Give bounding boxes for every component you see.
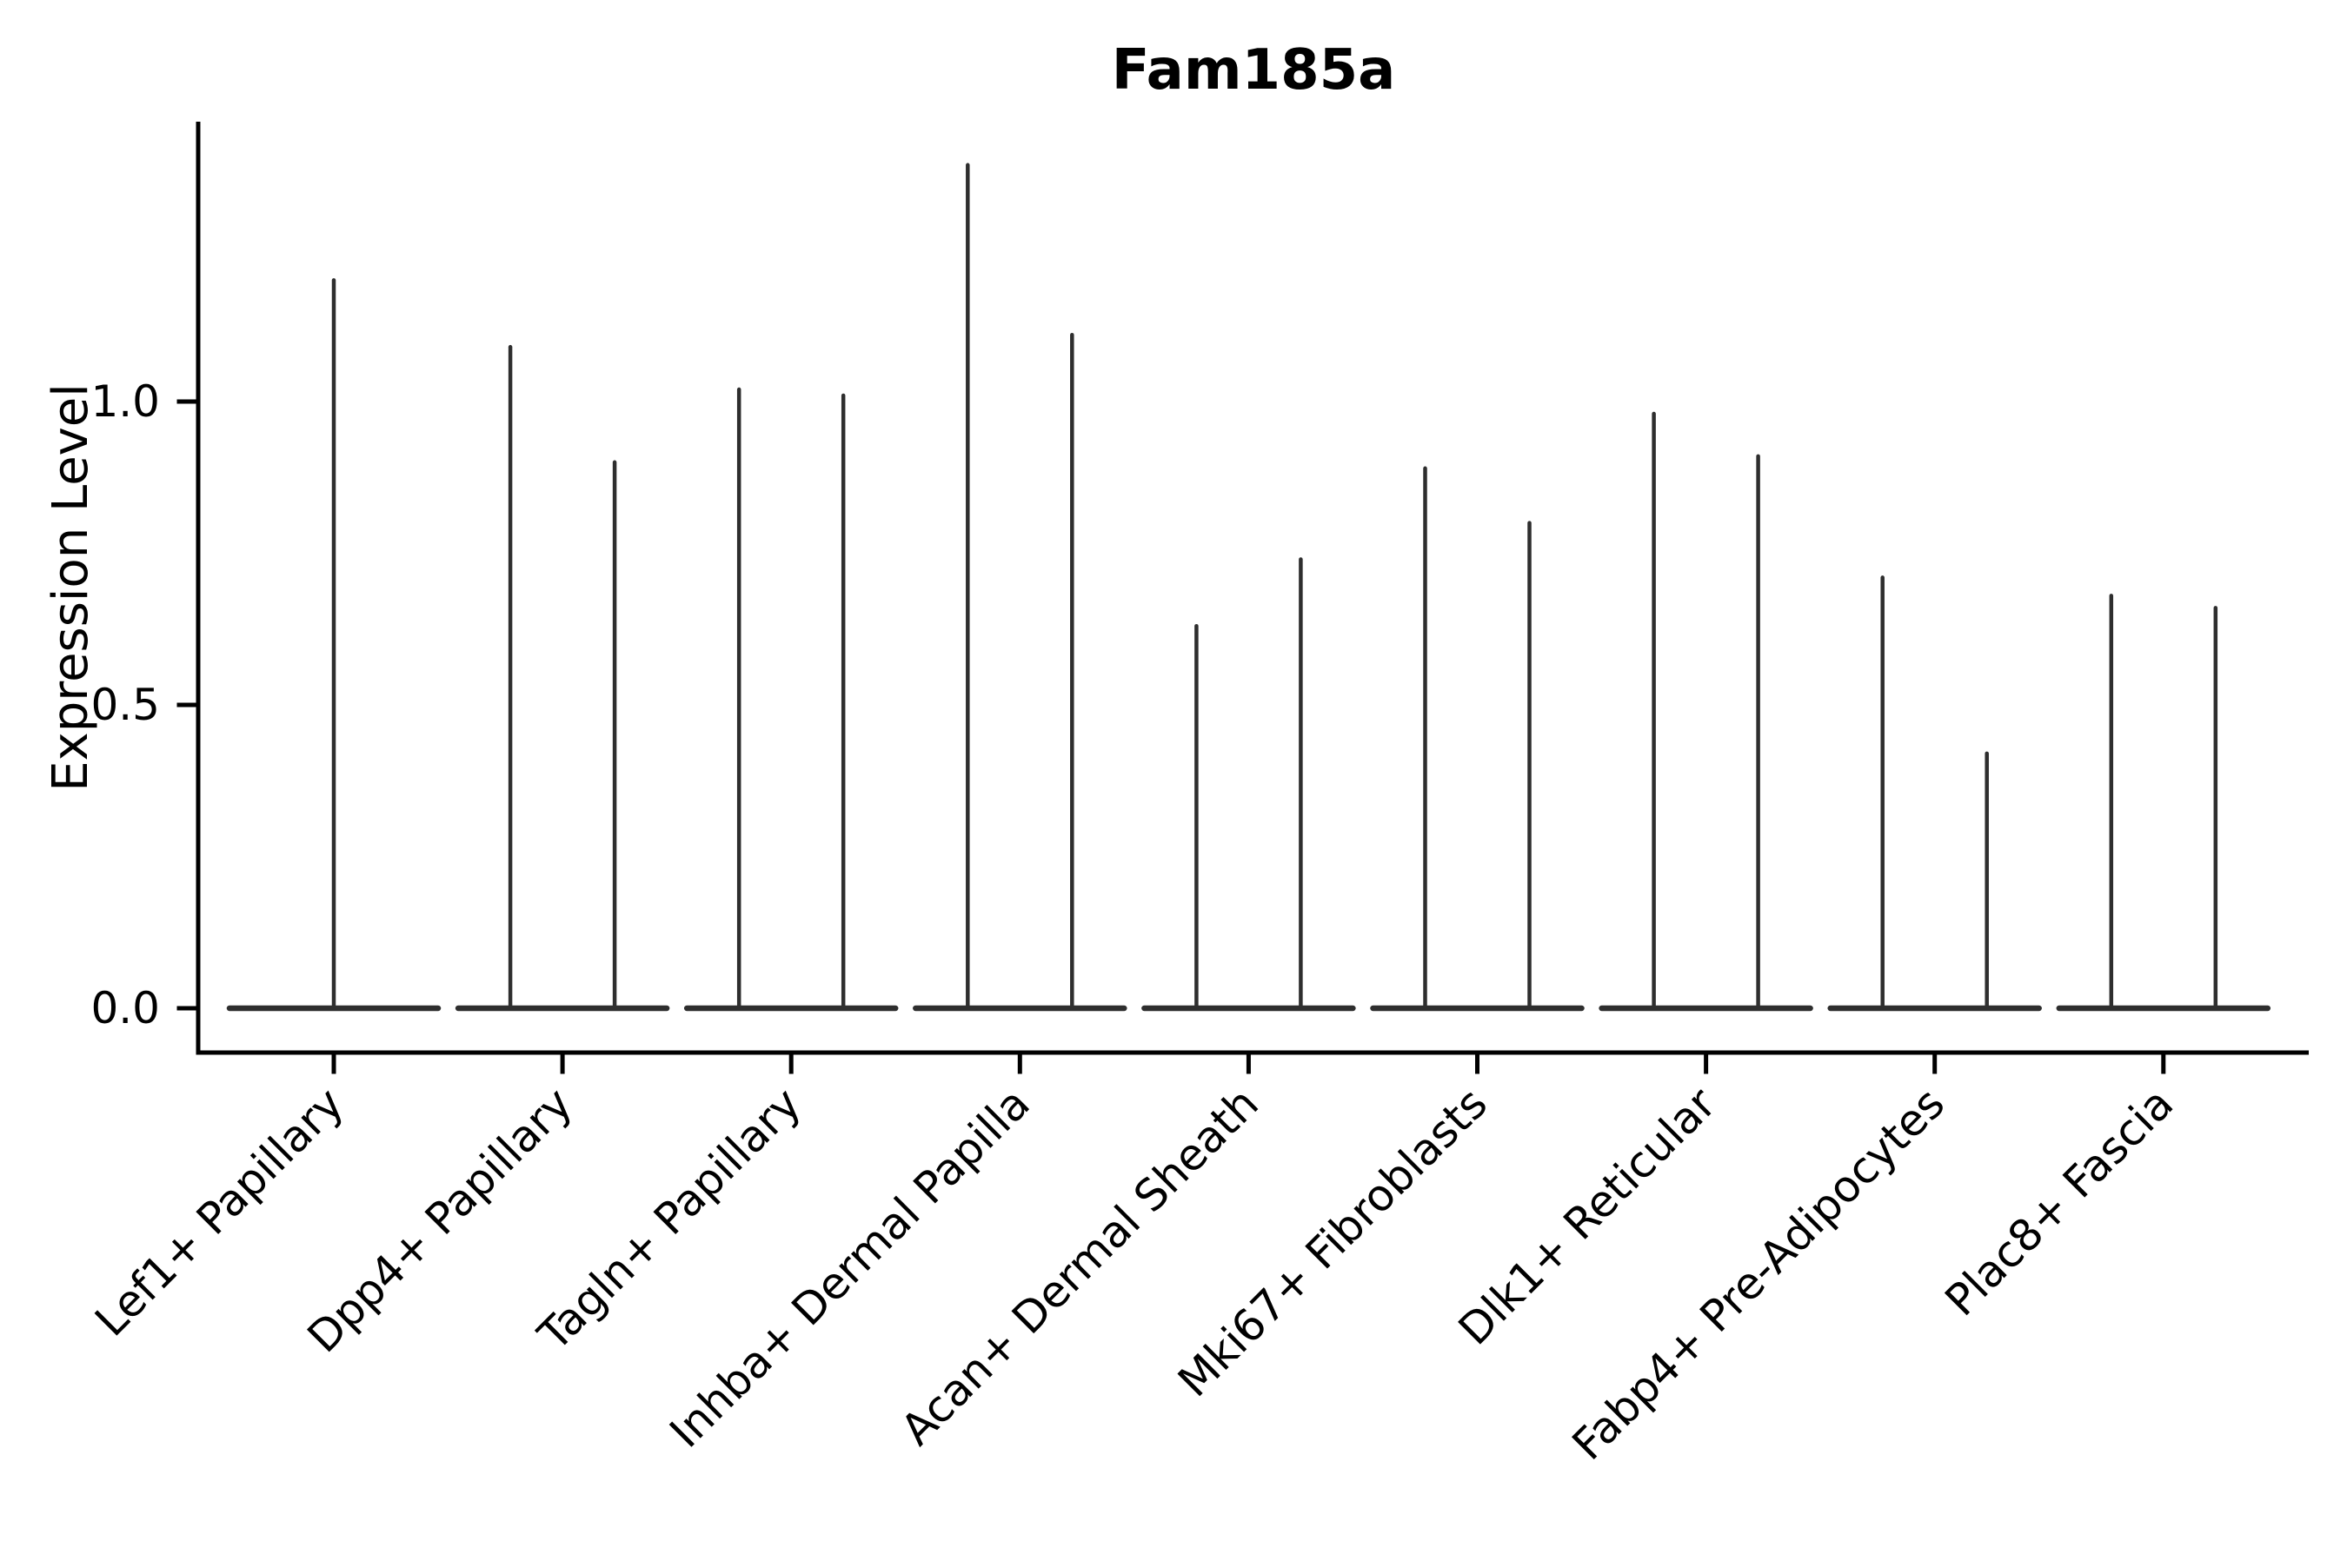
x-tick-label: Fabp4+ Pre-Adipocytes [1563, 1078, 1955, 1470]
chart-title: Fam185a [1112, 38, 1396, 103]
y-tick-label: 0.5 [90, 680, 160, 730]
x-tick-label: Lef1+ Papillary [85, 1078, 353, 1345]
x-tick-label: Plac8+ Fascia [1936, 1078, 2184, 1325]
y-tick-label: 0.0 [90, 983, 160, 1033]
axes-layer [176, 122, 2309, 1074]
y-tick-label: 1.0 [90, 376, 160, 427]
violins-layer [226, 163, 2271, 1012]
y-axis-label: Expression Level [43, 383, 99, 792]
